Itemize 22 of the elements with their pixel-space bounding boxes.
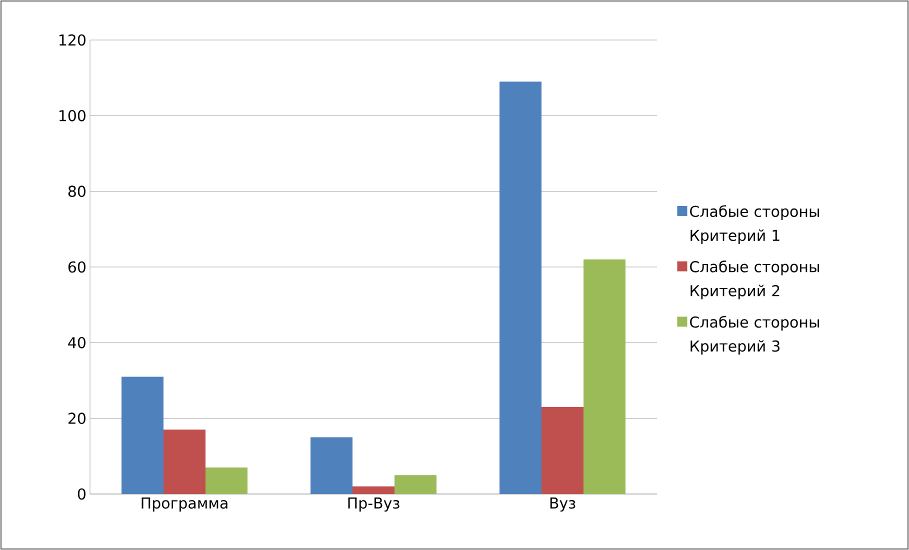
y-tick-label: 100 [59, 110, 86, 122]
y-tick-label: 120 [59, 34, 86, 46]
bar [394, 475, 437, 494]
y-tick-label: 60 [68, 261, 86, 273]
x-tick-label: Пр-Вуз [348, 498, 400, 512]
bar [542, 406, 584, 494]
bar [206, 468, 248, 494]
legend-label: Слабые стороны Критерий 3 [690, 316, 819, 355]
bar [310, 437, 353, 494]
legend-label: Слабые стороны Критерий 1 [690, 205, 819, 244]
x-tick-label: Вуз [550, 498, 576, 512]
bar [500, 82, 542, 494]
y-tick-label: 20 [68, 412, 86, 424]
bar [122, 376, 164, 494]
bar [584, 259, 626, 494]
bar [352, 486, 395, 494]
y-tick-label: 0 [78, 488, 86, 500]
legend-label: Слабые стороны Критерий 2 [690, 260, 819, 300]
x-tick-label: Программа [142, 498, 228, 512]
y-tick-label: 40 [68, 336, 86, 348]
bar [164, 430, 206, 494]
y-tick-label: 80 [68, 186, 86, 198]
